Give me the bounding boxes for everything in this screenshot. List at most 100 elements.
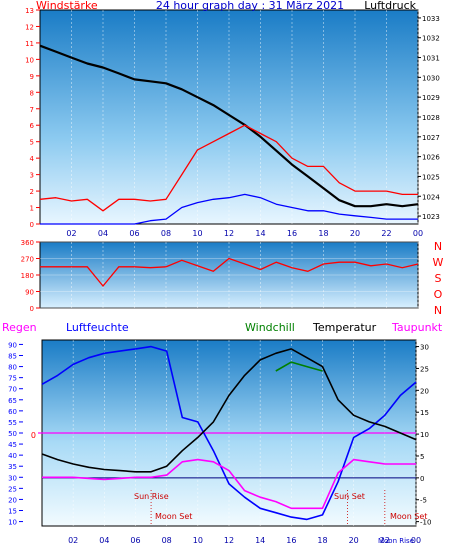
wind-direction-tick-label: 360 [21, 239, 34, 247]
air-pressure-tick-label: 1024 [422, 193, 440, 201]
windchill-label: Windchill [245, 321, 295, 334]
wind-strength-tick-label: 9 [30, 73, 34, 81]
humidity-temperature-x-tick-label: 06 [130, 536, 140, 545]
humidity-tick-label: 10 [8, 519, 17, 527]
chart-title: 24 hour graph day : 31 März 2021 [156, 0, 344, 12]
humidity-temperature-x-tick-label: 20 [349, 536, 359, 545]
temperature-tick-label: 25 [420, 365, 429, 373]
sun-set-label: Sun Set [334, 492, 365, 501]
zero-rain-label: 0 [31, 431, 36, 440]
compass-label-n-top: N [434, 240, 442, 253]
wind-strength-tick-label: 8 [30, 89, 34, 97]
humidity-label: Luftfeuchte [66, 321, 129, 334]
temperature-tick-label: 0 [420, 475, 424, 483]
humidity-tick-label: 20 [8, 496, 17, 504]
temperature-tick-label: 20 [420, 387, 429, 395]
wind-pressure-x-tick-label: 16 [287, 229, 297, 238]
compass-label-n-bottom: N [434, 304, 442, 317]
air-pressure-tick-label: 1032 [422, 35, 440, 43]
wind-pressure-x-tick-label: 12 [224, 229, 234, 238]
wind-strength-tick-label: 5 [30, 139, 34, 147]
series-line-windchill [275, 361, 323, 372]
wind-direction-tick-label: 270 [21, 256, 34, 264]
wind-strength-tick-label: 1 [30, 205, 34, 213]
temperature-tick-label: -10 [420, 519, 431, 527]
humidity-tick-label: 55 [8, 419, 17, 427]
humidity-temperature-x-tick-label: 04 [99, 536, 109, 545]
temperature-tick-label: 30 [420, 344, 429, 352]
rain-label: Regen [2, 321, 37, 334]
humidity-temperature-x-tick-label: 16 [286, 536, 296, 545]
moon-rise-label: Moon Rise [378, 537, 414, 545]
humidity-tick-label: 90 [8, 341, 17, 349]
wind-strength-tick-label: 2 [30, 188, 34, 196]
series-line-windrichtung [40, 257, 419, 288]
humidity-tick-label: 35 [8, 463, 17, 471]
humidity-temperature-x-tick-label: 10 [193, 536, 203, 545]
wind-strength-tick-label: 7 [30, 106, 34, 114]
series-line-wind [40, 193, 418, 225]
humidity-temperature-x-tick-label: 02 [68, 536, 78, 545]
air-pressure-tick-label: 1029 [422, 94, 440, 102]
wind-pressure-x-tick-label: 04 [98, 229, 108, 238]
wind-pressure-plot-area [39, 9, 419, 225]
temperature-tick-label: 15 [420, 409, 429, 417]
compass-label-o: O [434, 288, 443, 301]
air-pressure-label: Luftdruck [364, 0, 416, 12]
humidity-tick-label: 70 [8, 386, 17, 394]
humidity-tick-label: 40 [8, 452, 17, 460]
series-line-luftfeuchte [41, 345, 417, 521]
humidity-temperature-x-tick-label: 12 [224, 536, 234, 545]
humidity-tick-label: 65 [8, 397, 17, 405]
wind-strength-tick-label: 4 [30, 155, 35, 163]
air-pressure-tick-label: 1023 [422, 213, 440, 221]
air-pressure-tick-label: 1025 [422, 173, 440, 181]
series-line-böen [39, 124, 418, 212]
moon-set-label-1: Moon Set [155, 512, 192, 521]
humidity-tick-label: 50 [8, 430, 17, 438]
wind-pressure-x-tick-label: 10 [192, 229, 202, 238]
air-pressure-tick-label: 1031 [422, 55, 440, 63]
compass-label-s: S [435, 272, 442, 285]
wind-pressure-x-tick-label: 08 [161, 229, 171, 238]
wind-pressure-x-tick-label: 18 [318, 229, 328, 238]
dewpoint-label: Taupunkt [391, 321, 443, 334]
wind-strength-tick-label: 10 [25, 56, 34, 64]
series-line-taupunkt [42, 458, 416, 510]
wind-pressure-x-tick-label: 02 [66, 229, 76, 238]
wind-pressure-x-tick-label: 22 [381, 229, 391, 238]
moon-set-label-2: Moon Set [390, 512, 427, 521]
air-pressure-tick-label: 1027 [422, 134, 440, 142]
wind-pressure-x-tick-label: 14 [255, 229, 265, 238]
wind-pressure-x-tick-label: 06 [129, 229, 139, 238]
wind-strength-tick-label: 0 [30, 221, 34, 229]
humidity-tick-label: 45 [8, 441, 17, 449]
series-line-temperatur [41, 348, 417, 473]
humidity-tick-label: 80 [8, 364, 17, 372]
series-line-luftdruck [39, 44, 419, 208]
wind-direction-tick-label: 90 [25, 289, 34, 297]
wind-direction-tick-label: 0 [30, 305, 34, 313]
compass-label-w: W [433, 256, 444, 269]
humidity-tick-label: 75 [8, 375, 17, 383]
humidity-tick-label: 15 [8, 508, 17, 516]
wind-strength-tick-label: 13 [25, 7, 34, 15]
wind-strength-tick-label: 6 [30, 122, 35, 130]
temperature-tick-label: 10 [420, 431, 429, 439]
humidity-tick-label: 30 [8, 474, 17, 482]
humidity-temperature-x-tick-label: 22 [380, 536, 390, 545]
wind-pressure-x-tick-label: 20 [350, 229, 360, 238]
wind-strength-label: Windstärke [36, 0, 98, 12]
air-pressure-tick-label: 1028 [422, 114, 440, 122]
temperature-label: Temperatur [312, 321, 377, 334]
air-pressure-tick-label: 1030 [422, 74, 440, 82]
humidity-tick-label: 85 [8, 353, 17, 361]
wind-strength-tick-label: 11 [25, 40, 34, 48]
humidity-tick-label: 25 [8, 485, 17, 493]
wind-strength-tick-label: 12 [25, 23, 34, 31]
wind-direction-tick-label: 180 [21, 272, 34, 280]
humidity-temperature-x-tick-label: 08 [162, 536, 172, 545]
air-pressure-tick-label: 1026 [422, 154, 440, 162]
